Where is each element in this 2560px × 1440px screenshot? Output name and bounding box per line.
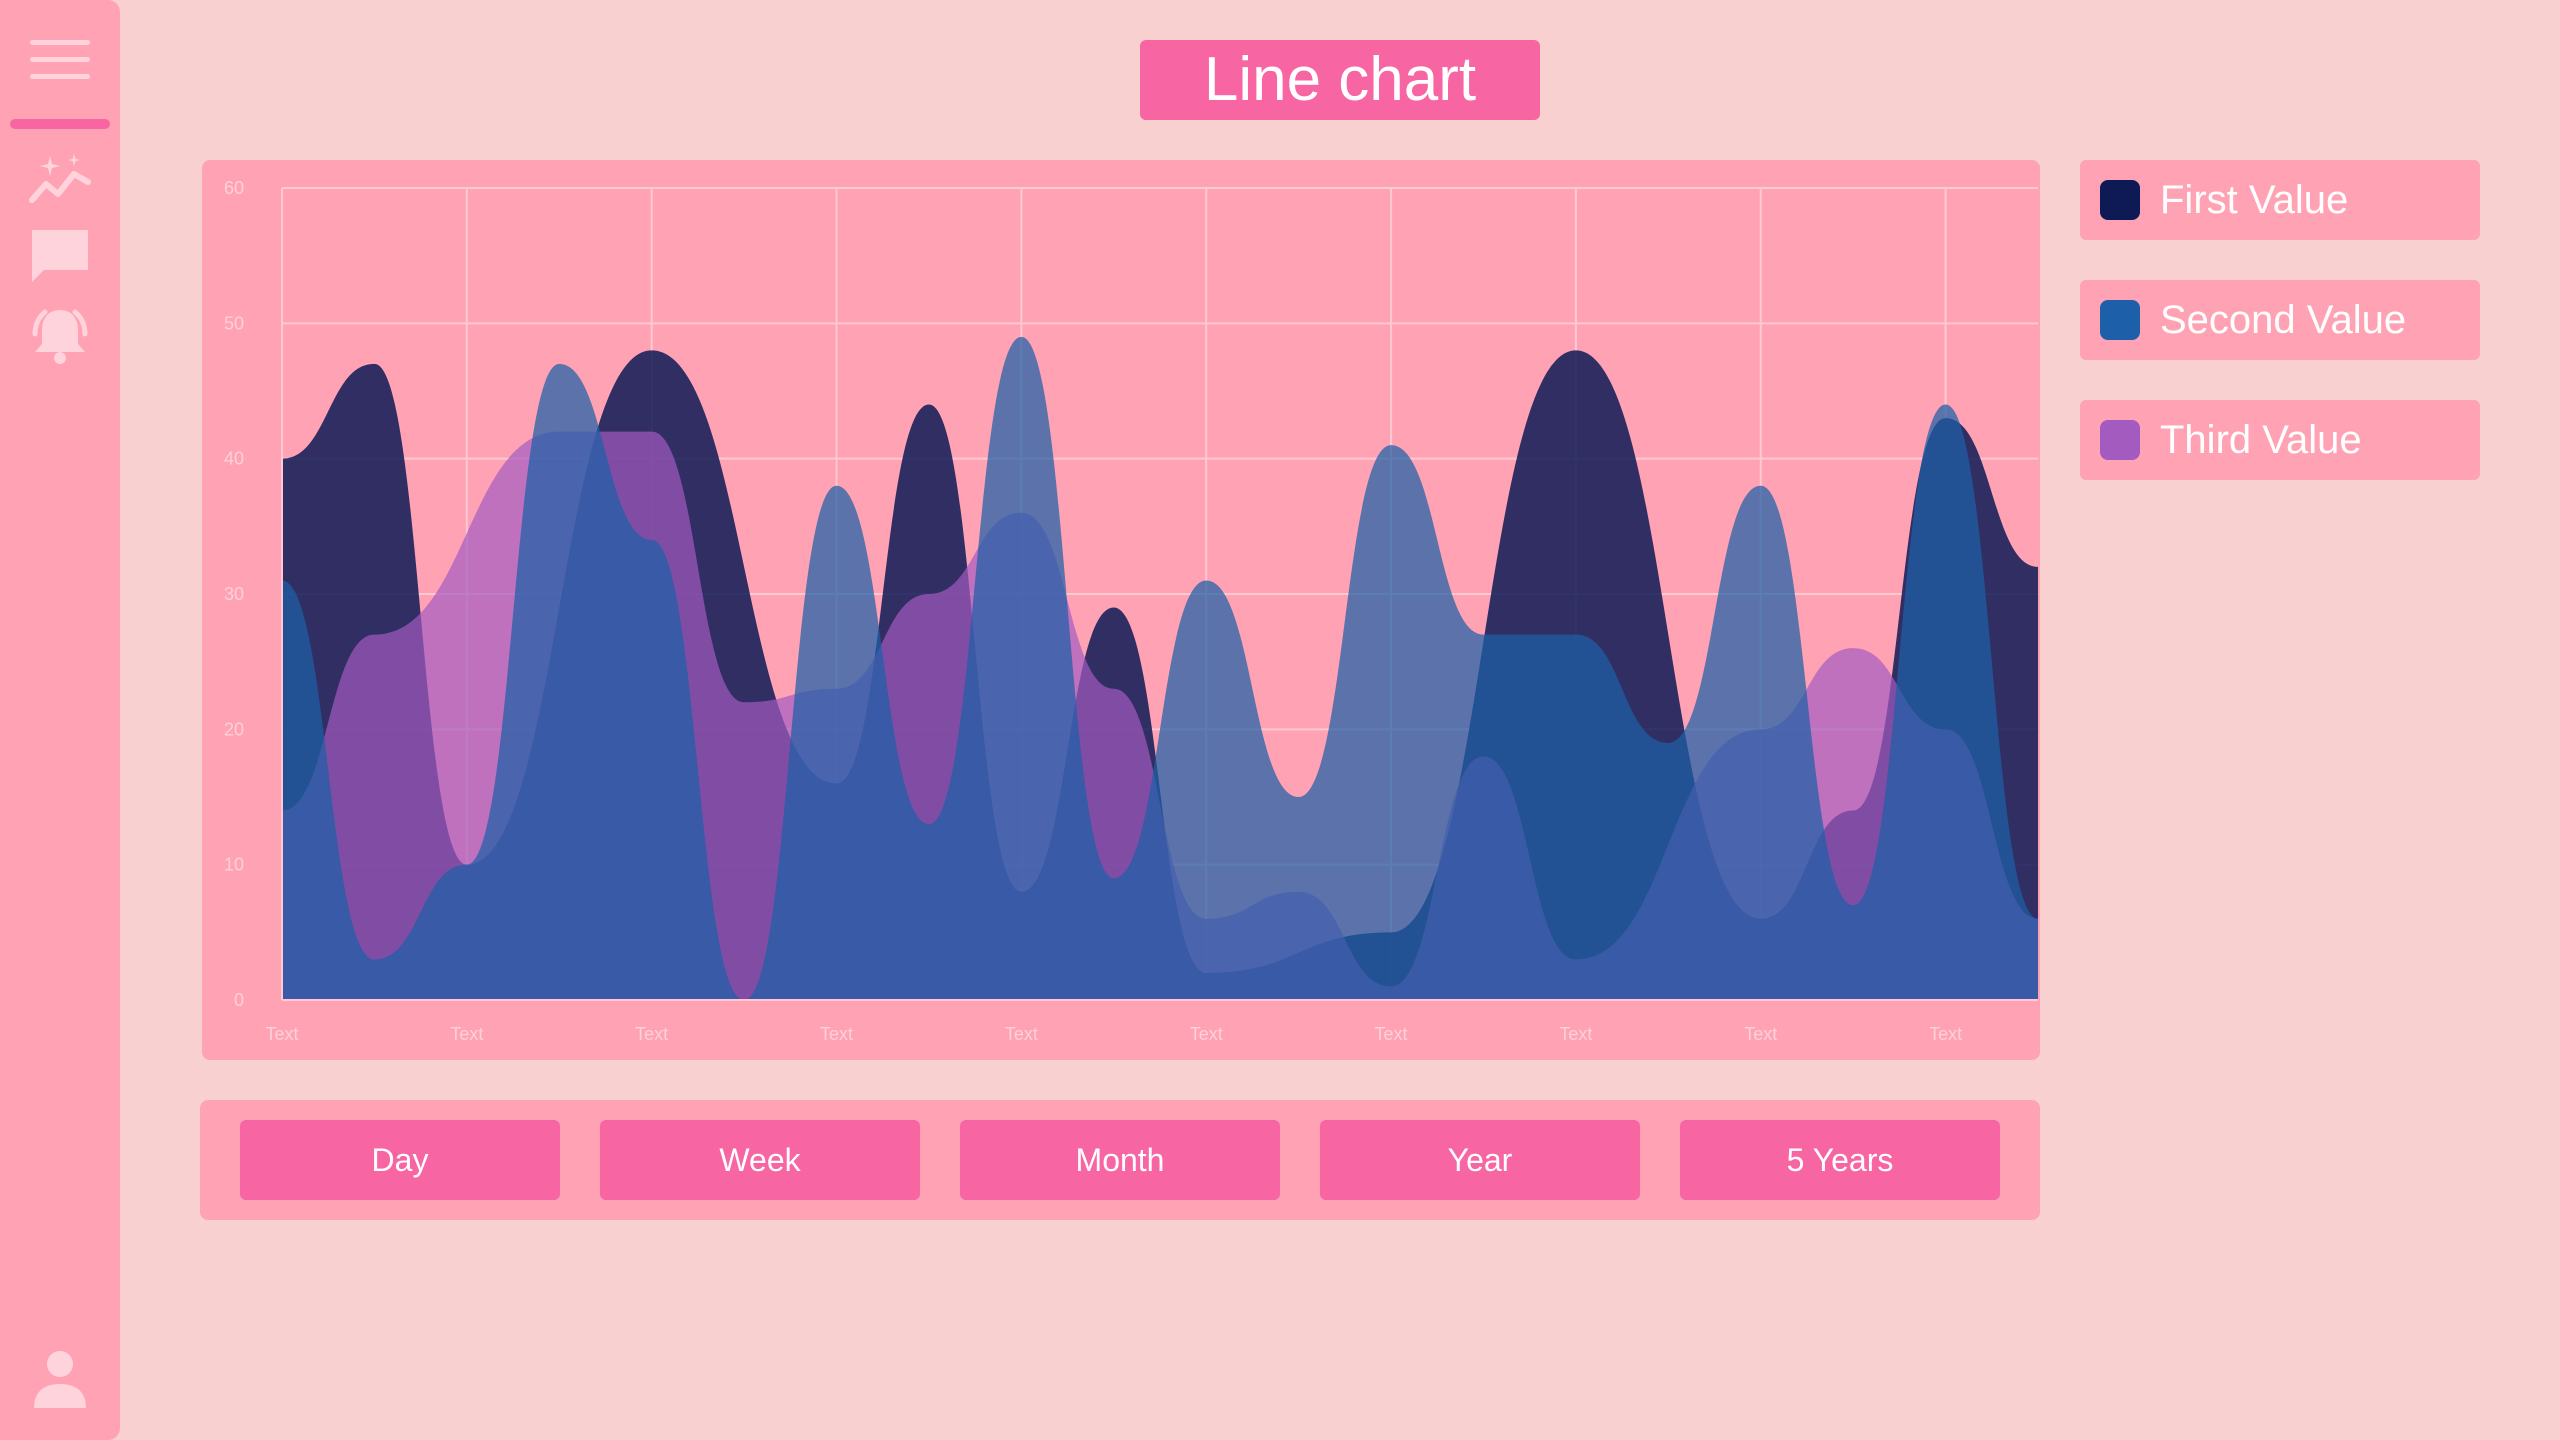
y-tick-label: 30	[224, 584, 244, 604]
page-title: Line chart	[1140, 40, 1540, 120]
range-button-week[interactable]: Week	[600, 1120, 920, 1200]
sidebar	[0, 0, 120, 1440]
chart-panel: 0 10 20 30 40 50 60 Text Text Text Text Text Text Tex…	[202, 160, 2040, 1060]
x-tick-label: Text	[1005, 1024, 1038, 1044]
x-tick-label: Text	[820, 1024, 853, 1044]
y-tick-label: 50	[224, 313, 244, 333]
user-icon[interactable]	[26, 1346, 94, 1414]
range-button-year[interactable]: Year	[1320, 1120, 1640, 1200]
time-range-bar: Day Week Month Year 5 Years	[200, 1100, 2040, 1220]
y-tick-label: 0	[234, 990, 244, 1010]
x-tick-label: Text	[265, 1024, 298, 1044]
series-area-second-value	[282, 336, 2038, 1000]
chat-icon[interactable]	[26, 224, 94, 292]
x-tick-label: Text	[450, 1024, 483, 1044]
y-tick-label: 10	[224, 855, 244, 875]
menu-icon[interactable]	[26, 26, 94, 94]
range-button-day[interactable]: Day	[240, 1120, 560, 1200]
x-tick-label: Text	[1929, 1024, 1962, 1044]
y-tick-label: 40	[224, 449, 244, 469]
series-area-third-value	[282, 431, 2038, 1001]
active-indicator	[10, 119, 110, 129]
range-button-5-years[interactable]: 5 Years	[1680, 1120, 2000, 1200]
range-button-month[interactable]: Month	[960, 1120, 1280, 1200]
legend-label: Third Value	[2160, 418, 2362, 462]
legend-item-second[interactable]: Second Value	[2080, 280, 2480, 360]
area-chart: 0 10 20 30 40 50 60 Text Text Text Text Text Text Tex…	[224, 178, 2038, 1044]
x-tick-label: Text	[1744, 1024, 1777, 1044]
x-tick-label: Text	[1559, 1024, 1592, 1044]
legend-swatch	[2100, 300, 2140, 340]
alarm-icon[interactable]	[26, 302, 94, 370]
x-tick-label: Text	[635, 1024, 668, 1044]
x-tick-label: Text	[1375, 1024, 1408, 1044]
y-tick-label: 60	[224, 178, 244, 198]
legend-item-third[interactable]: Third Value	[2080, 400, 2480, 480]
legend-swatch	[2100, 180, 2140, 220]
legend-item-first[interactable]: First Value	[2080, 160, 2480, 240]
y-tick-label: 20	[224, 719, 244, 739]
legend-swatch	[2100, 420, 2140, 460]
legend-label: Second Value	[2160, 298, 2407, 342]
legend-label: First Value	[2160, 178, 2349, 222]
x-tick-label: Text	[1190, 1024, 1223, 1044]
analytics-icon[interactable]	[26, 148, 94, 216]
